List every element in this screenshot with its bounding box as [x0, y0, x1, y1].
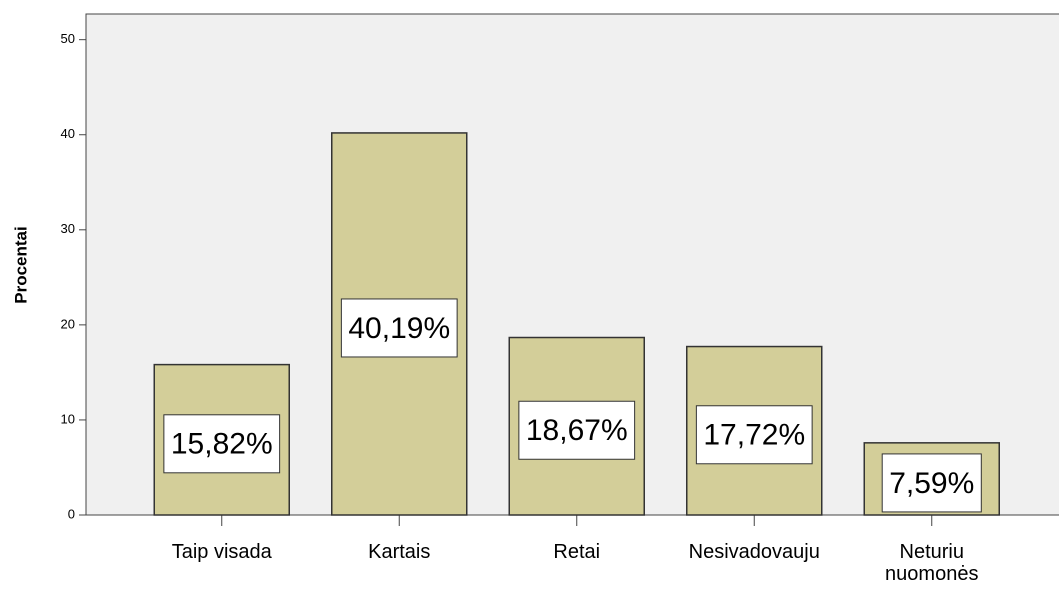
value-label-box: [881, 453, 982, 513]
value-label: 15,82%: [163, 414, 281, 474]
x-tick-label: Taip visada: [171, 541, 272, 563]
x-tick-label: Retai: [553, 541, 601, 563]
value-label-box: [340, 298, 458, 358]
y-tick-label: 0: [68, 506, 75, 521]
x-tick-label: Nesivadovauju: [688, 541, 820, 563]
y-tick-label: 30: [61, 221, 75, 236]
x-tick-label: Kartais: [368, 541, 431, 563]
y-tick-label: 50: [61, 31, 75, 46]
value-label-box: [695, 405, 813, 465]
value-label: 7,59%: [881, 453, 982, 513]
y-tick-label: 10: [61, 411, 75, 426]
value-label-box: [518, 400, 636, 460]
value-label-box: [163, 414, 281, 474]
value-label: 40,19%: [340, 298, 458, 358]
y-tick-label: 20: [61, 316, 75, 331]
x-tick-label: Neturiu nuomonės: [885, 541, 979, 585]
value-label-text: 17,72%: [703, 419, 805, 452]
value-label: 18,67%: [518, 400, 636, 460]
y-axis-label: Procentai: [11, 226, 30, 303]
value-label-text: 7,59%: [889, 467, 974, 500]
value-label-text: 15,82%: [171, 428, 273, 461]
value-label-text: 18,67%: [526, 414, 628, 447]
value-label-text: 40,19%: [348, 312, 450, 345]
value-label: 17,72%: [695, 405, 813, 465]
y-tick-label: 40: [61, 126, 75, 141]
